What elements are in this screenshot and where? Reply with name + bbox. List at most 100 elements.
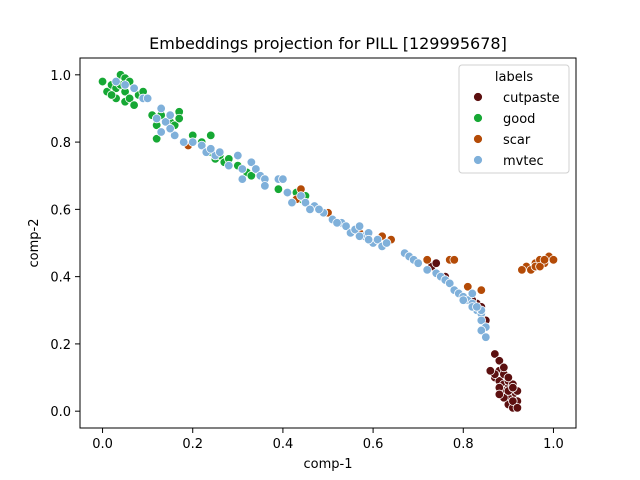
data-point-cutpaste — [490, 349, 500, 359]
data-point-cutpaste — [499, 362, 509, 373]
legend-label-good: good — [503, 112, 535, 127]
data-point-mvtec — [156, 103, 166, 114]
data-point-mvtec — [215, 147, 225, 157]
data-point-mvtec — [381, 238, 392, 248]
data-point-good — [124, 93, 135, 104]
data-point-mvtec — [224, 160, 234, 171]
data-point-scar — [449, 255, 459, 265]
data-point-mvtec — [169, 130, 180, 141]
data-point-mvtec — [129, 83, 139, 93]
data-point-cutpaste — [431, 258, 441, 268]
data-point-cutpaste — [494, 389, 505, 400]
data-point-good — [97, 76, 108, 87]
data-point-mvtec — [363, 234, 374, 245]
data-point-mvtec — [156, 127, 166, 137]
data-point-mvtec — [233, 150, 243, 161]
legend: labels cutpaste good scar mvtec — [458, 64, 570, 174]
data-point-mvtec — [188, 137, 198, 147]
data-point-scar — [463, 282, 473, 292]
data-point-mvtec — [314, 204, 324, 215]
data-point-good — [106, 90, 117, 100]
legend-label-cutpaste: cutpaste — [503, 91, 560, 106]
x-tick-label: 0.6 — [363, 437, 384, 452]
x-tick-label: 0.2 — [182, 437, 203, 452]
data-point-mvtec — [160, 117, 171, 127]
data-point-mvtec — [354, 231, 365, 241]
data-point-mvtec — [332, 218, 342, 228]
legend-label-mvtec: mvtec — [503, 154, 544, 169]
data-point-mvtec — [481, 332, 491, 342]
data-point-mvtec — [354, 221, 365, 231]
data-point-mvtec — [287, 197, 297, 208]
data-point-mvtec — [422, 265, 432, 275]
data-point-scar — [548, 255, 559, 265]
data-point-mvtec — [296, 191, 306, 201]
data-point-cutpaste — [512, 403, 523, 413]
data-point-scar — [422, 255, 432, 265]
series-cutpaste — [345, 228, 523, 413]
data-point-mvtec — [282, 187, 293, 198]
y-tick-label: 0.2 — [50, 338, 71, 353]
data-point-mvtec — [472, 302, 482, 312]
series-mvtec — [111, 76, 491, 342]
data-point-mvtec — [251, 164, 261, 174]
x-tick-label: 0.4 — [273, 437, 294, 452]
data-point-mvtec — [237, 174, 248, 184]
data-point-good — [151, 134, 162, 144]
data-point-mvtec — [111, 76, 121, 87]
data-point-cutpaste — [508, 382, 518, 393]
data-point-mvtec — [445, 278, 455, 289]
data-point-mvtec — [467, 288, 477, 299]
data-point-mvtec — [476, 325, 487, 336]
data-point-scar — [535, 261, 545, 272]
data-point-cutpaste — [485, 366, 496, 376]
plot-area: 0.0 0.2 0.4 0.6 0.8 1.0 0.0 0.2 0.4 0.6 0.8 1.0 — [50, 57, 577, 452]
data-point-mvtec — [142, 93, 153, 104]
data-point-mvtec — [165, 123, 175, 134]
data-point-mvtec — [246, 157, 257, 167]
legend-marker-good — [473, 113, 483, 123]
data-point-mvtec — [120, 80, 130, 90]
data-point-mvtec — [305, 204, 315, 215]
data-point-mvtec — [179, 137, 189, 147]
data-point-mvtec — [197, 140, 207, 151]
data-point-good — [206, 130, 216, 141]
legend-marker-cutpaste — [473, 92, 483, 102]
legend-label-scar: scar — [503, 133, 531, 148]
legend-box — [458, 64, 570, 174]
data-point-good — [174, 113, 184, 124]
y-tick-label: 0.4 — [50, 271, 71, 286]
data-point-cutpaste — [508, 396, 518, 406]
data-point-cutpaste — [503, 372, 514, 383]
data-point-cutpaste — [494, 356, 505, 366]
data-point-mvtec — [372, 234, 383, 245]
data-point-mvtec — [300, 197, 311, 208]
x-tick-label: 1.0 — [543, 437, 564, 452]
data-point-good — [129, 100, 139, 110]
data-point-mvtec — [165, 110, 175, 120]
data-point-mvtec — [458, 295, 468, 305]
x-tick-label: 0.0 — [92, 437, 113, 452]
axes-frame — [79, 57, 577, 429]
y-tick-label: 0.8 — [50, 136, 71, 151]
y-axis-ticks: 0.0 0.2 0.4 0.6 0.8 1.0 — [50, 69, 80, 420]
legend-items: cutpaste good scar mvtec — [473, 91, 560, 169]
legend-marker-mvtec — [473, 155, 483, 165]
legend-title: labels — [495, 70, 533, 85]
data-point-scar — [539, 255, 550, 265]
data-point-mvtec — [341, 221, 351, 231]
data-point-mvtec — [413, 258, 423, 268]
y-tick-label: 1.0 — [50, 69, 71, 84]
y-tick-label: 0.6 — [50, 203, 71, 218]
legend-marker-scar — [473, 134, 483, 144]
data-point-mvtec — [206, 144, 216, 154]
y-tick-label: 0.0 — [50, 405, 71, 420]
data-point-mvtec — [278, 174, 288, 184]
data-point-mvtec — [151, 113, 162, 124]
x-axis-ticks: 0.0 0.2 0.4 0.6 0.8 1.0 — [92, 428, 564, 452]
x-axis-label: comp-1 — [304, 457, 353, 472]
data-point-good — [273, 184, 284, 194]
scatter-points — [97, 70, 559, 413]
y-axis-label: comp-2 — [27, 219, 42, 268]
